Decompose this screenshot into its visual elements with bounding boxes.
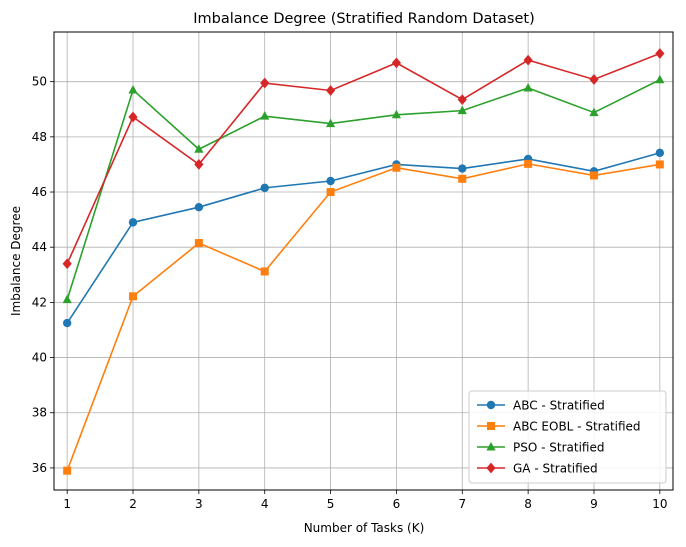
series-line (66, 152, 661, 324)
data-point (655, 160, 664, 169)
y-tick-label: 42 (32, 295, 47, 309)
data-point (194, 144, 204, 153)
data-point (655, 148, 665, 158)
chart-title: Imbalance Degree (Stratified Random Data… (193, 11, 535, 27)
data-point (325, 118, 336, 128)
data-point (655, 74, 665, 84)
x-tick-label: 3 (195, 497, 203, 511)
data-point (589, 171, 598, 180)
data-point (194, 239, 203, 248)
data-point (325, 85, 336, 96)
legend-marker (486, 462, 496, 474)
series-group (62, 48, 665, 475)
x-axis-ticks: 1 2 3 4 5 6 7 8 9 10 (63, 490, 667, 511)
x-axis-label: Number of Tasks (K) (304, 521, 425, 535)
data-point (260, 77, 270, 89)
data-point (524, 159, 533, 168)
y-tick-label: 48 (32, 130, 47, 144)
data-point (62, 318, 72, 328)
data-point (129, 292, 138, 301)
y-tick-label: 36 (32, 461, 47, 475)
legend-marker (486, 442, 496, 451)
data-point (260, 111, 270, 120)
data-point (194, 159, 204, 170)
x-tick-label: 2 (129, 497, 137, 511)
y-tick-label: 50 (32, 75, 47, 89)
plot-frame (53, 31, 674, 491)
data-point (194, 202, 204, 212)
x-tick-label: 1 (63, 497, 71, 511)
y-axis-label: Imbalance Degree (9, 206, 23, 316)
data-point (62, 258, 72, 270)
data-point (260, 267, 269, 276)
data-point (128, 111, 138, 123)
data-point (523, 83, 533, 92)
data-point (392, 163, 401, 172)
data-point (391, 57, 402, 69)
legend-label: GA - Stratified (513, 462, 598, 476)
data-point (457, 94, 467, 105)
data-point (458, 174, 467, 183)
x-tick-label: 5 (327, 497, 335, 511)
y-axis-ticks: 36 38 40 42 44 46 48 50 (32, 75, 54, 475)
data-point (326, 176, 335, 186)
x-tick-label: 10 (652, 497, 667, 511)
x-tick-label: 9 (590, 497, 598, 511)
data-point (63, 466, 72, 475)
y-tick-label: 40 (32, 351, 47, 365)
legend-label: PSO - Stratified (513, 441, 604, 455)
x-tick-label: 6 (393, 497, 401, 511)
legend-marker (487, 422, 495, 430)
data-point (655, 48, 665, 59)
legend-label: ABC EOBL - Stratified (513, 420, 641, 434)
data-point (391, 109, 402, 119)
data-point (128, 84, 138, 94)
legend-box (468, 390, 667, 484)
series-line (66, 163, 660, 471)
series-line (66, 79, 661, 300)
legend-marker (486, 400, 496, 410)
data-point (589, 74, 599, 85)
x-tick-label: 8 (524, 497, 532, 511)
data-point (589, 107, 599, 117)
data-point (62, 294, 72, 304)
y-tick-label: 44 (32, 240, 47, 254)
data-point (260, 183, 269, 193)
data-point (523, 54, 533, 66)
legend: ABC - Stratified ABC EOBL - Stratified PSO… (468, 390, 667, 484)
x-tick-label: 4 (261, 497, 269, 511)
grid-lines (54, 32, 673, 490)
x-tick-label: 7 (458, 497, 466, 511)
y-tick-label: 46 (32, 185, 47, 199)
y-tick-label: 38 (32, 406, 47, 420)
data-point (128, 218, 138, 227)
series-line (66, 52, 661, 265)
data-point (458, 164, 467, 173)
data-point (457, 105, 467, 115)
data-point (326, 188, 335, 197)
legend-label: ABC - Stratified (513, 399, 605, 413)
